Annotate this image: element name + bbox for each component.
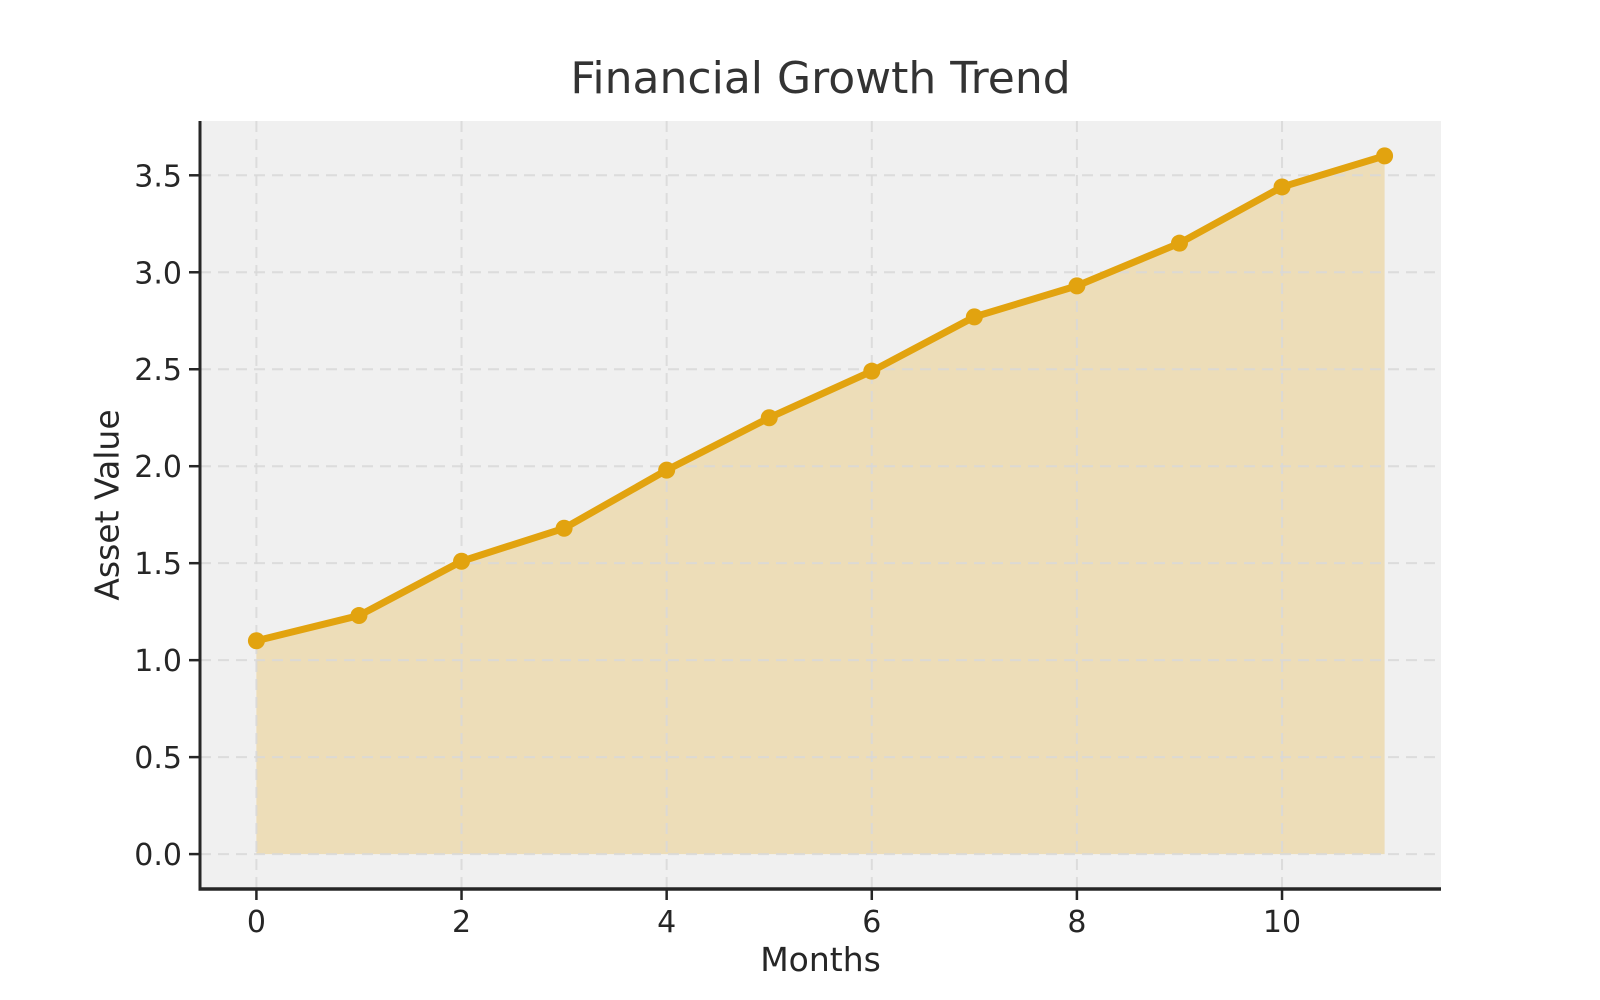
y-tick-label: 2.0: [134, 450, 182, 485]
data-point: [1170, 234, 1188, 252]
data-point: [453, 552, 471, 570]
y-axis-label: Asset Value: [87, 409, 127, 601]
data-point: [1068, 277, 1086, 295]
x-tick-label: 2: [452, 905, 471, 940]
y-tick-label: 2.5: [134, 353, 182, 388]
x-axis-label: Months: [760, 940, 881, 979]
data-point: [1273, 178, 1291, 196]
y-tick-label: 3.5: [134, 159, 182, 194]
y-tick-label: 0.5: [134, 741, 182, 776]
data-point: [1376, 147, 1394, 165]
x-tick-label: 0: [247, 905, 266, 940]
data-point: [760, 409, 778, 427]
y-tick-label: 0.0: [134, 838, 182, 873]
plot-background: [200, 121, 1441, 889]
x-tick-label: 10: [1263, 905, 1301, 940]
y-tick-label: 3.0: [134, 256, 182, 291]
y-tick-label: 1.5: [134, 547, 182, 582]
data-point: [555, 519, 573, 537]
x-tick-label: 8: [1067, 905, 1086, 940]
y-tick-label: 1.0: [134, 644, 182, 679]
data-point: [965, 308, 983, 326]
x-tick-label: 4: [657, 905, 676, 940]
data-point: [658, 461, 676, 479]
trend-line: [252, 152, 1389, 645]
data-point: [863, 362, 881, 380]
chart-title: Financial Growth Trend: [570, 53, 1071, 104]
data-point: [247, 632, 265, 650]
x-tick-label: 6: [862, 905, 881, 940]
data-point: [350, 607, 368, 625]
area-fill: [256, 155, 1385, 855]
